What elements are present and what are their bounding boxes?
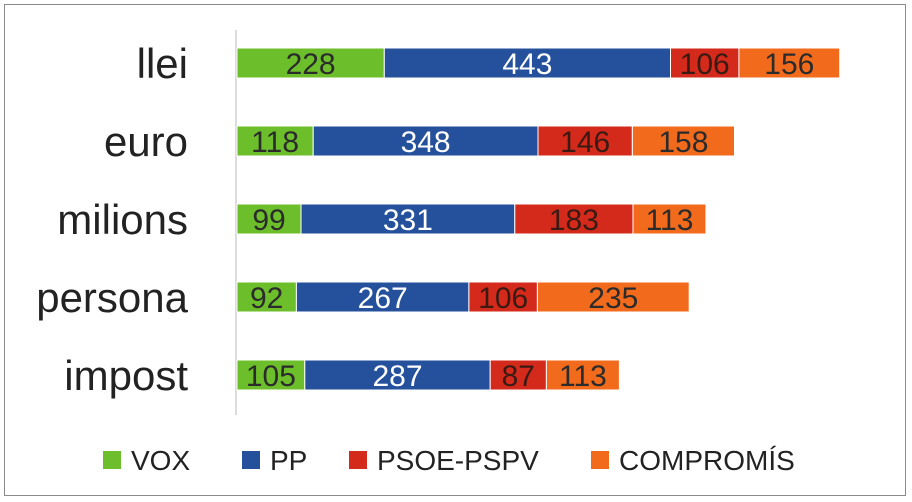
bar-segment bbox=[236, 281, 297, 313]
legend-swatch bbox=[242, 451, 260, 469]
bar-segment bbox=[631, 125, 736, 157]
category-label: impost bbox=[64, 352, 188, 399]
legend-label: COMPROMÍS bbox=[619, 445, 795, 476]
data-label: 113 bbox=[559, 360, 607, 393]
data-label: 228 bbox=[286, 48, 336, 81]
bar-segment bbox=[236, 203, 302, 235]
legend-label: PSOE-PSPV bbox=[377, 445, 539, 476]
legend-label: PP bbox=[270, 445, 307, 476]
data-label: 99 bbox=[252, 204, 285, 237]
data-label: 87 bbox=[502, 360, 535, 393]
legend-swatch bbox=[591, 451, 609, 469]
legend-swatch bbox=[103, 451, 121, 469]
data-label: 235 bbox=[588, 282, 638, 315]
data-label: 183 bbox=[549, 204, 599, 237]
data-label: 287 bbox=[372, 360, 422, 393]
bar-segment bbox=[300, 203, 516, 235]
data-label: 92 bbox=[250, 282, 283, 315]
data-label: 158 bbox=[658, 126, 708, 159]
data-label: 267 bbox=[358, 282, 408, 315]
data-label: 348 bbox=[401, 126, 451, 159]
data-label: 106 bbox=[478, 282, 528, 315]
data-label: 106 bbox=[680, 48, 730, 81]
category-label: euro bbox=[104, 118, 188, 165]
chart-frame bbox=[4, 4, 906, 496]
data-label: 105 bbox=[246, 360, 296, 393]
bar-segment bbox=[236, 125, 314, 157]
bar-segment bbox=[738, 47, 841, 79]
category-label: milions bbox=[57, 196, 188, 243]
bars-group: 228 443 106 156 118 348 146 158 99 331 183 113 92 267… bbox=[236, 47, 841, 393]
bar-segment bbox=[304, 359, 491, 391]
bar-segment bbox=[468, 281, 538, 313]
bar-segment bbox=[489, 359, 547, 391]
category-label: llei bbox=[137, 40, 188, 87]
data-label: 443 bbox=[502, 48, 552, 81]
bar-segment bbox=[295, 281, 470, 313]
data-label: 146 bbox=[560, 126, 610, 159]
data-label: 118 bbox=[251, 126, 299, 159]
bar-segment bbox=[236, 47, 385, 79]
bar-segment bbox=[236, 359, 306, 391]
data-label: 331 bbox=[383, 204, 433, 237]
legend-swatch bbox=[349, 451, 367, 469]
legend-label: VOX bbox=[131, 445, 190, 476]
bar-segment bbox=[536, 281, 690, 313]
bar-segment bbox=[545, 359, 620, 391]
data-label: 156 bbox=[764, 48, 814, 81]
bar-segment bbox=[632, 203, 707, 235]
data-label: 113 bbox=[646, 204, 694, 237]
legend: VOX PP PSOE-PSPV COMPROMÍS bbox=[103, 445, 795, 476]
category-label: persona bbox=[36, 274, 188, 321]
bar-segment bbox=[383, 47, 671, 79]
category-labels: llei euro milions persona impost bbox=[36, 40, 188, 399]
